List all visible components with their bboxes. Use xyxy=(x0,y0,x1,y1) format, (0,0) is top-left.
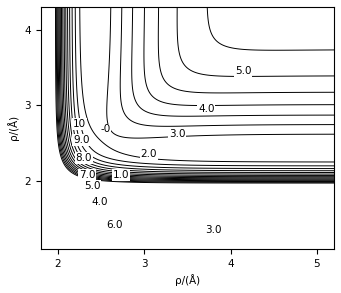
Text: 10: 10 xyxy=(73,119,86,129)
Text: 4.0: 4.0 xyxy=(198,104,214,114)
Y-axis label: ρ/(Å): ρ/(Å) xyxy=(7,115,19,140)
Text: -0: -0 xyxy=(100,125,110,134)
Text: 4.0: 4.0 xyxy=(91,197,108,207)
Text: 3.0: 3.0 xyxy=(169,129,185,139)
Text: 2.0: 2.0 xyxy=(140,149,157,159)
Text: 5.0: 5.0 xyxy=(235,66,252,76)
Text: 3.0: 3.0 xyxy=(205,225,222,235)
Text: 6.0: 6.0 xyxy=(106,220,122,230)
Text: 5.0: 5.0 xyxy=(84,181,101,191)
Text: 1.0: 1.0 xyxy=(113,170,129,180)
X-axis label: ρ/(Å): ρ/(Å) xyxy=(175,274,200,286)
Text: 7.0: 7.0 xyxy=(79,170,95,180)
Text: 8.0: 8.0 xyxy=(76,153,92,163)
Text: 9.0: 9.0 xyxy=(73,135,90,145)
